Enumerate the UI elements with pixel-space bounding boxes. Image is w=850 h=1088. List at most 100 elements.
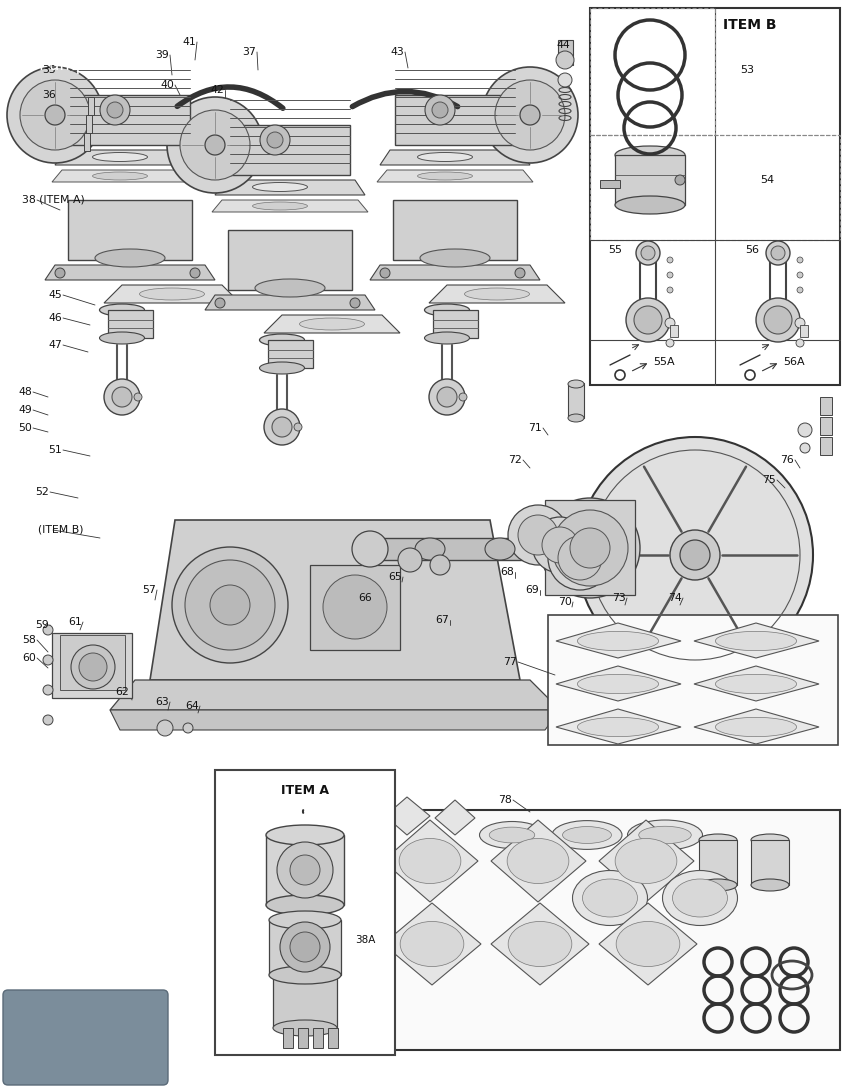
Text: 43: 43 <box>390 47 404 57</box>
Text: 42: 42 <box>210 85 224 95</box>
Ellipse shape <box>252 183 308 191</box>
Circle shape <box>55 268 65 279</box>
Bar <box>370 537 560 560</box>
Bar <box>590 8 840 385</box>
Text: 36: 36 <box>42 90 56 100</box>
Bar <box>615 154 685 205</box>
Circle shape <box>552 510 628 586</box>
Circle shape <box>43 715 53 725</box>
Circle shape <box>267 132 283 148</box>
Circle shape <box>437 387 457 407</box>
Bar <box>558 40 573 65</box>
Polygon shape <box>385 798 430 834</box>
Bar <box>751 840 789 885</box>
Polygon shape <box>264 316 400 333</box>
Circle shape <box>641 246 655 260</box>
Text: 44: 44 <box>556 40 570 50</box>
Circle shape <box>667 287 673 293</box>
Circle shape <box>172 547 288 663</box>
Text: 45: 45 <box>48 290 62 300</box>
Circle shape <box>797 287 803 293</box>
Circle shape <box>666 339 674 347</box>
Ellipse shape <box>424 332 469 344</box>
Ellipse shape <box>751 834 789 846</box>
Text: 38A: 38A <box>355 935 376 945</box>
Bar <box>60 635 125 690</box>
Text: 56: 56 <box>745 245 759 255</box>
Text: 77: 77 <box>503 657 517 667</box>
Bar <box>283 1028 293 1048</box>
Circle shape <box>548 526 612 590</box>
Bar <box>590 135 840 240</box>
Polygon shape <box>380 150 530 165</box>
Circle shape <box>398 548 422 572</box>
Ellipse shape <box>266 825 344 845</box>
Ellipse shape <box>485 537 515 560</box>
Ellipse shape <box>627 820 702 850</box>
Polygon shape <box>435 800 475 834</box>
Polygon shape <box>205 295 375 310</box>
Ellipse shape <box>420 249 490 267</box>
Text: ITEM A: ITEM A <box>281 783 329 796</box>
Circle shape <box>798 423 812 437</box>
Bar <box>395 95 515 145</box>
Circle shape <box>771 246 785 260</box>
Circle shape <box>183 724 193 733</box>
Text: 55A: 55A <box>653 357 675 367</box>
Circle shape <box>323 574 387 639</box>
Bar <box>313 1028 323 1048</box>
Text: 54: 54 <box>760 175 774 185</box>
Bar <box>266 834 344 905</box>
Text: 48: 48 <box>18 387 31 397</box>
Text: 73: 73 <box>612 593 626 603</box>
Ellipse shape <box>552 820 622 850</box>
Circle shape <box>756 298 800 342</box>
Circle shape <box>260 125 290 154</box>
Ellipse shape <box>93 152 148 161</box>
Circle shape <box>797 272 803 279</box>
Ellipse shape <box>464 288 530 300</box>
Ellipse shape <box>417 152 473 161</box>
Text: 60: 60 <box>22 653 36 663</box>
Polygon shape <box>599 903 697 985</box>
Circle shape <box>515 268 525 279</box>
Ellipse shape <box>255 279 325 297</box>
Ellipse shape <box>266 895 344 915</box>
Circle shape <box>432 102 448 118</box>
Ellipse shape <box>252 202 308 210</box>
Text: 64: 64 <box>185 701 199 710</box>
Bar <box>269 920 341 975</box>
Text: 74: 74 <box>668 593 682 603</box>
Polygon shape <box>55 150 205 165</box>
Circle shape <box>796 339 804 347</box>
Bar <box>375 809 840 1050</box>
Ellipse shape <box>716 631 796 651</box>
Text: 70: 70 <box>558 597 572 607</box>
Ellipse shape <box>400 839 461 883</box>
Text: 47: 47 <box>48 339 62 350</box>
Polygon shape <box>110 680 560 710</box>
Circle shape <box>667 257 673 263</box>
Ellipse shape <box>568 415 584 422</box>
Text: 53: 53 <box>740 65 754 75</box>
Circle shape <box>570 528 610 568</box>
Polygon shape <box>599 820 694 902</box>
Ellipse shape <box>273 1021 337 1036</box>
Bar <box>600 180 620 188</box>
Ellipse shape <box>95 249 165 267</box>
Ellipse shape <box>259 334 304 346</box>
Bar <box>70 95 190 145</box>
Circle shape <box>520 106 540 125</box>
Ellipse shape <box>479 821 545 849</box>
Text: 61: 61 <box>68 617 82 627</box>
Circle shape <box>205 135 225 154</box>
Circle shape <box>352 531 388 567</box>
Circle shape <box>626 298 670 342</box>
Bar <box>590 8 715 135</box>
Ellipse shape <box>563 827 611 843</box>
Circle shape <box>797 257 803 263</box>
Circle shape <box>482 67 578 163</box>
Bar <box>568 383 584 418</box>
Bar <box>88 97 94 115</box>
Circle shape <box>277 842 333 898</box>
